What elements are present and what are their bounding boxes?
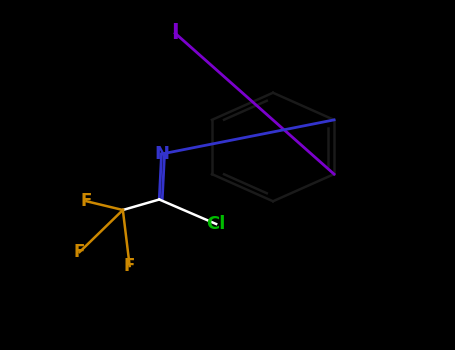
Text: I: I <box>172 23 179 43</box>
Text: F: F <box>124 257 136 275</box>
Text: F: F <box>74 243 86 261</box>
Text: N: N <box>154 145 169 163</box>
Text: F: F <box>81 192 92 210</box>
Text: Cl: Cl <box>207 215 226 233</box>
